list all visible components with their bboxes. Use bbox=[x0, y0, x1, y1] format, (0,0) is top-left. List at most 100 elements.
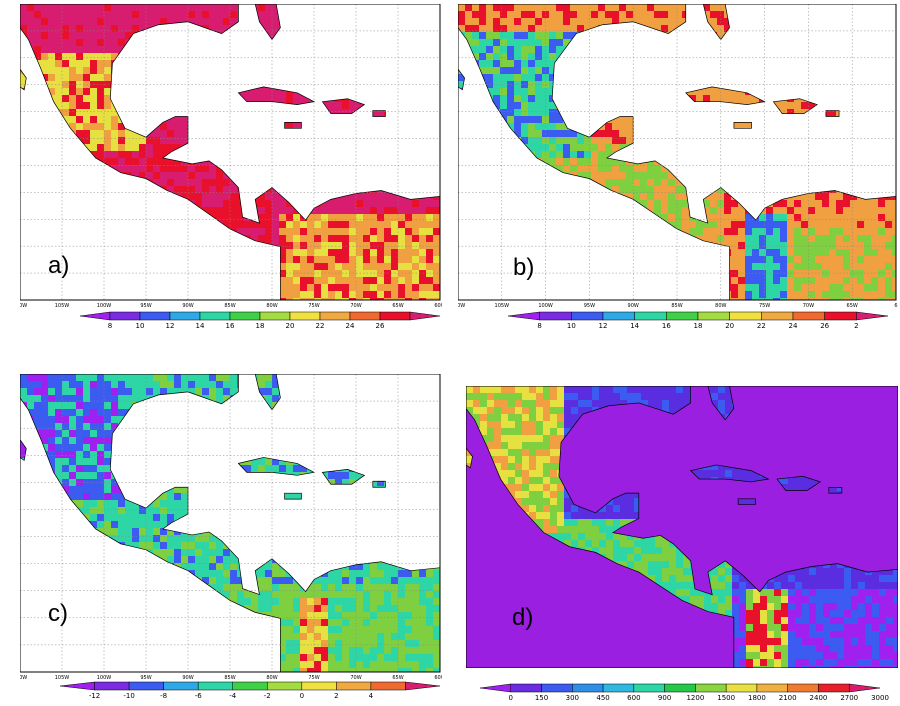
map-c: 110W105W100W95W90W85W80W75W70W65W60W30N2… bbox=[20, 374, 442, 680]
colorbar-segment bbox=[197, 681, 233, 691]
colorbar-tick-label: -6 bbox=[195, 692, 203, 700]
map-frame bbox=[20, 4, 441, 301]
map-frame bbox=[20, 374, 441, 673]
colorbar-tick-label: 18 bbox=[694, 322, 703, 330]
lon-tick-label: 80W bbox=[266, 675, 277, 680]
colorbar-segment bbox=[128, 681, 164, 691]
lon-tick-label: 65W bbox=[847, 303, 858, 308]
lon-tick-label: 75W bbox=[759, 303, 770, 308]
colorbar-segment bbox=[572, 683, 604, 693]
lon-tick-label: 70W bbox=[350, 303, 361, 308]
colorbar-tick-label: 1800 bbox=[748, 694, 766, 702]
map-c-svg: 110W105W100W95W90W85W80W75W70W65W60W30N2… bbox=[20, 374, 442, 680]
lon-tick-label: 105W bbox=[55, 675, 70, 680]
colorbar-segment bbox=[510, 683, 542, 693]
colorbar-tick-label: 2 bbox=[854, 322, 858, 330]
lon-tick-label: 90W bbox=[628, 303, 639, 308]
panel-c: 110W105W100W95W90W85W80W75W70W65W60W30N2… bbox=[20, 374, 450, 706]
colorbar-segment bbox=[571, 311, 604, 321]
colorbar-tick-label: 16 bbox=[662, 322, 671, 330]
lon-tick-label: 95W bbox=[140, 675, 151, 680]
colorbar-segment bbox=[824, 311, 857, 321]
lon-tick-label: 95W bbox=[140, 303, 151, 308]
colorbar-tick-label: 8 bbox=[108, 322, 112, 330]
map-a-svg: 110W105W100W95W90W85W80W75W70W65W60W30N2… bbox=[20, 4, 442, 308]
colorbar-segment bbox=[289, 311, 321, 321]
lon-tick-label: 110W bbox=[20, 675, 27, 680]
lon-tick-label: 95W bbox=[584, 303, 595, 308]
colorbar-segment bbox=[539, 311, 572, 321]
lon-tick-label: 70W bbox=[803, 303, 814, 308]
lon-tick-label: 65W bbox=[392, 303, 403, 308]
colorbar-tick-label: 900 bbox=[658, 694, 671, 702]
lon-tick-label: 60W bbox=[434, 675, 442, 680]
lon-tick-label: 90W bbox=[182, 675, 193, 680]
colorbar-tick-label: 26 bbox=[376, 322, 385, 330]
colorbar-segment bbox=[109, 311, 141, 321]
colorbar-tick-label: 14 bbox=[196, 322, 205, 330]
lon-tick-label: 65W bbox=[392, 675, 403, 680]
colorbar-tick-label: 450 bbox=[596, 694, 609, 702]
colorbar-segment bbox=[232, 681, 268, 691]
colorbar-segment bbox=[848, 683, 881, 693]
colorbar-segment bbox=[229, 311, 261, 321]
colorbar-tick-label: 16 bbox=[226, 322, 235, 330]
colorbar-segment bbox=[301, 681, 337, 691]
colorbar-segment bbox=[259, 311, 291, 321]
panel-b: 110W105W100W95W90W85W80W75W70W65W630N27N… bbox=[458, 4, 900, 334]
colorbar-segment bbox=[370, 681, 406, 691]
map-b-svg: 110W105W100W95W90W85W80W75W70W65W630N27N… bbox=[458, 4, 898, 308]
colorbar-tick-label: -8 bbox=[160, 692, 167, 700]
colorbar-tick-label: 2 bbox=[334, 692, 338, 700]
colorbar-tick-label: 10 bbox=[136, 322, 145, 330]
colorbar-segment bbox=[319, 311, 351, 321]
colorbar-segment bbox=[756, 683, 788, 693]
map-a: 110W105W100W95W90W85W80W75W70W65W60W30N2… bbox=[20, 4, 442, 308]
colorbar-tick-label: 150 bbox=[535, 694, 548, 702]
colorbar-tick-label: 8 bbox=[537, 322, 541, 330]
colorbar-segment bbox=[199, 311, 231, 321]
colorbar-segment bbox=[856, 311, 889, 321]
lon-tick-label: 75W bbox=[308, 303, 319, 308]
colorbar-tick-label: 24 bbox=[789, 322, 798, 330]
graticule bbox=[458, 4, 896, 300]
colorbar-tick-label: -2 bbox=[264, 692, 271, 700]
colorbar-segment bbox=[787, 683, 819, 693]
colorbar-segment bbox=[697, 311, 730, 321]
coastline bbox=[466, 386, 898, 668]
colorbar-segment bbox=[405, 681, 440, 691]
colorbar-tick-label: 10 bbox=[567, 322, 576, 330]
colorbar-segment bbox=[633, 683, 665, 693]
colorbar-segment bbox=[94, 681, 130, 691]
colorbar-tick-label: 0 bbox=[300, 692, 304, 700]
colorbar-tick-label: 2100 bbox=[779, 694, 797, 702]
colorbar-segment bbox=[163, 681, 199, 691]
colorbar-tick-label: 12 bbox=[599, 322, 608, 330]
colorbar-segment bbox=[602, 683, 635, 693]
colorbar-segment bbox=[792, 311, 825, 321]
colorbar-segment bbox=[409, 311, 440, 321]
lon-tick-label: 110W bbox=[20, 303, 27, 308]
colorbar-segment bbox=[349, 311, 381, 321]
panel-label: c) bbox=[48, 600, 68, 627]
colorbar-segment bbox=[541, 683, 573, 693]
colorbar-tick-label: 600 bbox=[627, 694, 640, 702]
lon-tick-label: 85W bbox=[671, 303, 682, 308]
colorbar-tick-label: 0 bbox=[509, 694, 513, 702]
colorbar-tick-label: 24 bbox=[346, 322, 355, 330]
panel-d: d) 0 150 300 450 600 900 1200 1500 1800 2100 2400 2… bbox=[466, 386, 900, 706]
panel-a: 110W105W100W95W90W85W80W75W70W65W60W30N2… bbox=[20, 4, 450, 334]
colorbar-segment bbox=[79, 311, 111, 321]
colorbar-segment bbox=[695, 683, 727, 693]
colorbar-tick-label: 2400 bbox=[810, 694, 828, 702]
colorbar-segment bbox=[507, 311, 540, 321]
colorbar-segment bbox=[634, 311, 667, 321]
colorbar-segment bbox=[139, 311, 171, 321]
lon-tick-label: 90W bbox=[182, 303, 193, 308]
colorbar-tick-label: -10 bbox=[123, 692, 134, 700]
colorbar-tick-label: 22 bbox=[757, 322, 766, 330]
colorbar-segment bbox=[666, 311, 699, 321]
graticule bbox=[20, 4, 440, 300]
lon-tick-label: 110W bbox=[458, 303, 465, 308]
colorbar-b: 8 10 12 14 16 18 20 22 24 26 2 bbox=[507, 311, 889, 330]
